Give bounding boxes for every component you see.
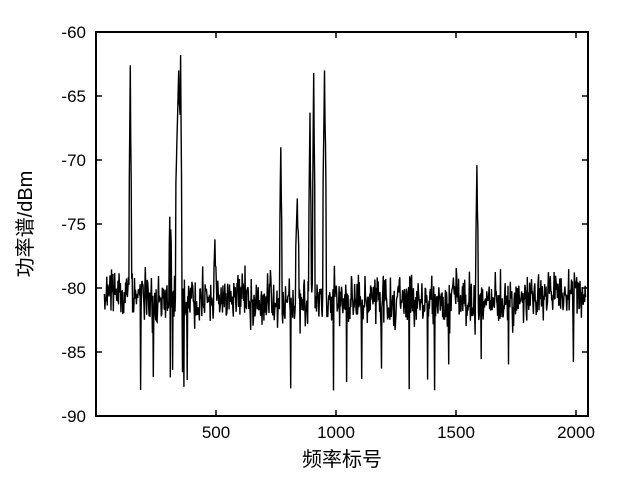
ytick-label: -75 (61, 215, 86, 234)
xtick-label: 2000 (557, 423, 595, 442)
xtick-label: 1000 (317, 423, 355, 442)
ytick-label: -85 (61, 343, 86, 362)
ytick-label: -80 (61, 279, 86, 298)
xtick-label: 1500 (437, 423, 475, 442)
spectrum-line (104, 55, 585, 390)
ytick-label: -90 (61, 407, 86, 426)
ytick-label: -70 (61, 151, 86, 170)
chart-svg: -90 -85 -80 -75 -70 -65 -60 500 1000 1500 2000 频率标号… (0, 0, 620, 500)
ylabel: 功率谱/dBm (14, 171, 37, 278)
ytick-label: -65 (61, 87, 86, 106)
spectrum-chart: -90 -85 -80 -75 -70 -65 -60 500 1000 1500 2000 频率标号… (0, 0, 620, 500)
xtick-label: 500 (202, 423, 230, 442)
ytick-label: -60 (61, 23, 86, 42)
xlabel: 频率标号 (302, 448, 382, 471)
